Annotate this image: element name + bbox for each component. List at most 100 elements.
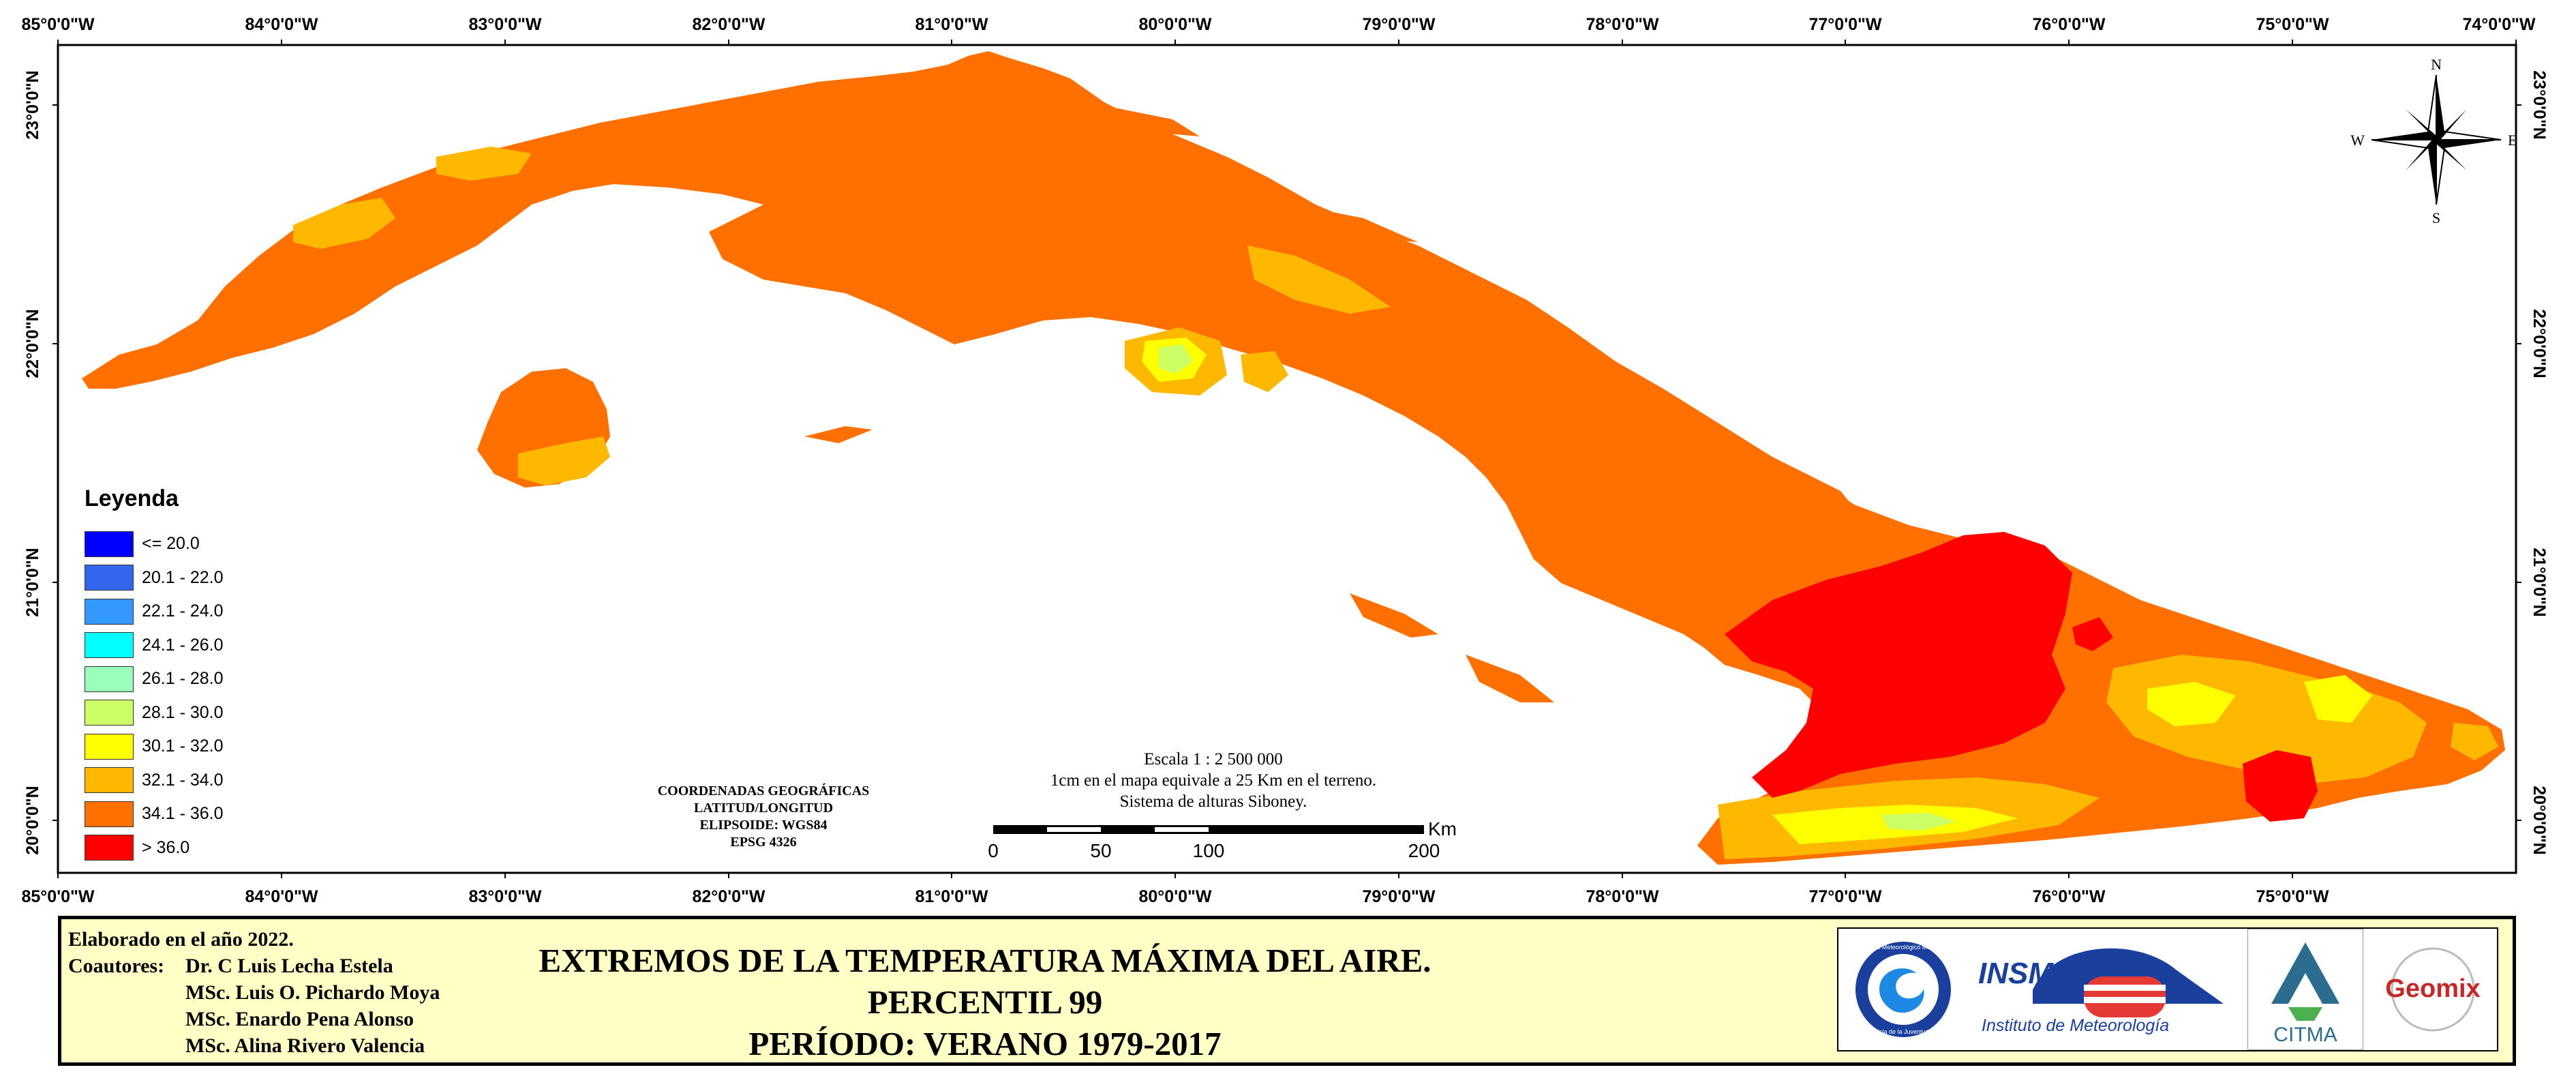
- compass-s: S: [2432, 209, 2440, 226]
- lat-label: 22°0'0"N: [2530, 309, 2549, 378]
- lon-label: 79°0'0"W: [1362, 15, 1435, 34]
- legend-label: 24.1 - 26.0: [142, 635, 224, 655]
- coauthor-row: MSc. Alina Rivero Valencia: [68, 1032, 440, 1059]
- smm-logo: Servicio Meteorológico Municipal Isla de…: [1855, 942, 1951, 1037]
- legend-item: > 36.0: [85, 831, 309, 865]
- compass-w: W: [2350, 132, 2365, 149]
- legend-item: 34.1 - 36.0: [85, 797, 309, 831]
- legend-item: 24.1 - 26.0: [85, 629, 309, 663]
- scale-tick: 100: [1193, 840, 1225, 861]
- smm-logo-text-top: Servicio Meteorológico Municipal: [1858, 944, 1948, 951]
- legend-label: 28.1 - 30.0: [142, 702, 224, 722]
- lon-label: 84°0'0"W: [245, 15, 318, 34]
- lon-label: 81°0'0"W: [915, 15, 988, 34]
- legend-title: Leyenda: [85, 486, 179, 511]
- legend-swatch: [85, 767, 134, 794]
- north-arrow: N S E W: [2350, 56, 2517, 226]
- lat-label: 23°0'0"N: [2530, 70, 2549, 139]
- lon-label: 82°0'0"W: [692, 15, 765, 34]
- legend-swatch: [85, 700, 134, 726]
- lon-label: 76°0'0"W: [2032, 15, 2105, 34]
- lon-label: 81°0'0"W: [915, 887, 988, 906]
- lon-label: 78°0'0"W: [1586, 15, 1658, 34]
- lon-label: 77°0'0"W: [1808, 15, 1881, 34]
- lon-label: 83°0'0"W: [468, 15, 541, 34]
- coords-line: LATITUD/LONGITUD: [693, 801, 834, 816]
- zone-30-32: [1142, 338, 2372, 844]
- citma-logo: CITMA: [2247, 929, 2363, 1050]
- northern-keys: [1104, 106, 1854, 508]
- lon-label: 82°0'0"W: [692, 887, 765, 906]
- coords-line: EPSG 4326: [730, 835, 797, 850]
- lon-label: 75°0'0"W: [2256, 15, 2329, 34]
- legend-label: 34.1 - 36.0: [142, 804, 224, 824]
- isla-juventud-south-warm: [518, 436, 610, 486]
- legend-label: <= 20.0: [142, 534, 200, 554]
- scale-line: Sistema de alturas Siboney.: [1119, 792, 1307, 811]
- lon-label: 85°0'0"W: [21, 887, 94, 906]
- coords-line: ELIPSOIDE: WGS84: [699, 818, 828, 833]
- lon-label: 84°0'0"W: [245, 887, 318, 906]
- credits: Elaborado en el año 2022. Coautores: Dr. …: [68, 926, 440, 1059]
- footer-panel: Elaborado en el año 2022. Coautores: Dr. …: [58, 916, 2516, 1066]
- insmet-logo-text: INSMET: [1978, 957, 2093, 990]
- lon-label: 77°0'0"W: [1808, 887, 1881, 906]
- lat-label: 21°0'0"N: [23, 548, 42, 616]
- legend-swatch: [85, 733, 134, 760]
- legend-swatch: [85, 565, 134, 591]
- lat-label: 22°0'0"N: [23, 309, 42, 378]
- legend-item: 30.1 - 32.0: [85, 730, 309, 764]
- coauthor-name: MSc. Luis O. Pichardo Moya: [185, 981, 440, 1004]
- title-line-1: EXTREMOS DE LA TEMPERATURA MÁXIMA DEL AI…: [539, 942, 1431, 1021]
- scale-unit: Km: [1428, 818, 1457, 839]
- lon-label: 80°0'0"W: [1138, 15, 1211, 34]
- coauthor-name: Dr. C Luis Lecha Estela: [185, 955, 393, 977]
- coauthor-row: MSc. Luis O. Pichardo Moya: [68, 979, 440, 1006]
- lon-label: 76°0'0"W: [2032, 887, 2105, 906]
- lon-label: 83°0'0"W: [468, 887, 541, 906]
- legend-label: 22.1 - 24.0: [142, 601, 224, 621]
- legend-label: 32.1 - 34.0: [142, 770, 224, 790]
- lon-label: 79°0'0"W: [1362, 887, 1435, 906]
- lat-label: 20°0'0"N: [23, 786, 42, 854]
- zone-28-30: [1159, 344, 1956, 831]
- lat-labels-left: 23°0'0"N 22°0'0"N 21°0'0"N 20°0'0"N: [23, 70, 42, 854]
- scale-tick: 50: [1090, 840, 1111, 861]
- lon-label: 74°0'0"W: [2462, 15, 2535, 34]
- geomix-logo-text: Geomix: [2385, 974, 2480, 1003]
- scale-info: Escala 1 : 2 500 000 1cm en el mapa equi…: [968, 749, 1459, 812]
- legend-item: 20.1 - 22.0: [85, 561, 309, 595]
- legend-swatch: [85, 531, 134, 557]
- legend-item: 28.1 - 30.0: [85, 696, 309, 730]
- lon-label: 85°0'0"W: [21, 15, 94, 34]
- legend-item: 22.1 - 24.0: [85, 595, 309, 629]
- map-title: EXTREMOS DE LA TEMPERATURA MÁXIMA DEL AI…: [484, 940, 1486, 1064]
- compass-n: N: [2431, 56, 2442, 73]
- insmet-logo: INSMET Instituto de Meteorología: [1978, 948, 2224, 1035]
- zone-above-36: [1725, 532, 2072, 798]
- geomix-logo: Geomix: [2385, 947, 2481, 1032]
- legend: Leyenda <= 20.0 20.1 - 22.0 22.1 - 24.0 …: [85, 486, 309, 865]
- insmet-logo-subtext: Instituto de Meteorología: [1982, 1016, 2169, 1035]
- lat-label: 23°0'0"N: [23, 70, 42, 139]
- lat-labels-right: 23°0'0"N 22°0'0"N 21°0'0"N 20°0'0"N: [2530, 70, 2549, 854]
- scale-tick: 0: [988, 840, 999, 861]
- tick-marks: [52, 40, 2521, 878]
- legend-swatch: [85, 666, 134, 692]
- coauthor-row: MSc. Enardo Pena Alonso: [68, 1006, 440, 1032]
- title-line-2: PERÍODO: VERANO 1979-2017: [748, 1025, 1222, 1062]
- coordinate-info: COORDENADAS GEOGRÁFICAS LATITUD/LONGITUD…: [593, 783, 934, 851]
- legend-swatch: [85, 598, 134, 625]
- legend-item: <= 20.0: [85, 527, 309, 561]
- scale-bar: 0 50 100 200 Km: [988, 818, 1457, 861]
- legend-label: 30.1 - 32.0: [142, 736, 224, 756]
- legend-item: 32.1 - 34.0: [85, 764, 309, 798]
- legend-swatch: [85, 835, 134, 861]
- citma-logo-text: CITMA: [2273, 1024, 2337, 1046]
- coauthor-row: Coautores: Dr. C Luis Lecha Estela: [68, 953, 440, 979]
- southern-keys: [804, 426, 1554, 702]
- lat-label: 20°0'0"N: [2530, 786, 2549, 854]
- lon-label: 78°0'0"W: [1586, 887, 1658, 906]
- lon-labels-bottom: 85°0'0"W 84°0'0"W 83°0'0"W 82°0'0"W 81°0…: [21, 887, 2329, 906]
